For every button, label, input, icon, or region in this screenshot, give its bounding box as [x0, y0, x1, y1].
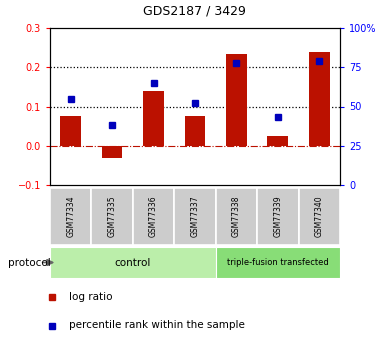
Bar [216, 247, 340, 278]
Bar [50, 188, 92, 245]
Bar [257, 188, 299, 245]
Text: GSM77334: GSM77334 [66, 196, 75, 237]
Text: GSM77337: GSM77337 [191, 196, 199, 237]
Text: protocol: protocol [8, 257, 50, 267]
Text: GSM77335: GSM77335 [107, 196, 117, 237]
Bar [185, 116, 205, 146]
Text: GDS2187 / 3429: GDS2187 / 3429 [142, 5, 246, 18]
Bar [174, 188, 216, 245]
Text: GSM77338: GSM77338 [232, 196, 241, 237]
Text: control: control [115, 257, 151, 267]
Text: log ratio: log ratio [69, 292, 112, 302]
Text: GSM77340: GSM77340 [315, 196, 324, 237]
Text: GSM77336: GSM77336 [149, 196, 158, 237]
Text: triple-fusion transfected: triple-fusion transfected [227, 258, 329, 267]
Bar [267, 136, 288, 146]
Bar [216, 188, 257, 245]
Bar [50, 247, 216, 278]
Bar [309, 51, 330, 146]
Bar [92, 188, 133, 245]
Text: percentile rank within the sample: percentile rank within the sample [69, 321, 244, 331]
Bar [102, 146, 123, 158]
Bar [299, 188, 340, 245]
Bar [226, 53, 247, 146]
Bar [133, 188, 174, 245]
Bar [143, 91, 164, 146]
Bar [61, 116, 81, 146]
Text: GSM77339: GSM77339 [274, 196, 282, 237]
